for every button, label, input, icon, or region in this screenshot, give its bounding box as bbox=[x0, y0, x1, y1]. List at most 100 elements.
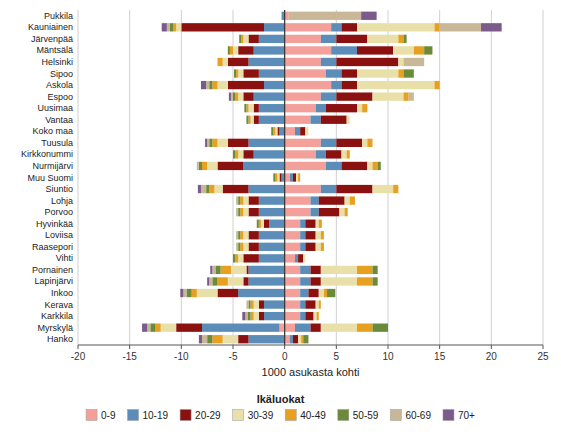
bar-segment bbox=[249, 231, 259, 239]
bar-segment bbox=[285, 196, 311, 204]
bar-segment bbox=[320, 300, 321, 308]
bar-segment bbox=[254, 46, 285, 54]
bar-segment bbox=[373, 324, 389, 332]
bar-segment bbox=[244, 104, 246, 112]
zero-line bbox=[284, 10, 285, 345]
legend-swatch bbox=[390, 410, 401, 421]
bar-segment bbox=[378, 162, 381, 170]
bar-segment bbox=[300, 173, 301, 181]
bar-segment bbox=[240, 208, 243, 216]
bar-segment bbox=[380, 162, 381, 170]
bar-segment bbox=[285, 266, 301, 274]
bar-segment bbox=[372, 139, 373, 147]
bar-segment bbox=[249, 185, 285, 193]
bar-segment bbox=[300, 173, 301, 181]
category-label: Myrskylä bbox=[38, 323, 74, 333]
bar-segment bbox=[229, 92, 231, 100]
bar-segment bbox=[273, 173, 275, 181]
bar-segment bbox=[335, 289, 336, 297]
bar-segment bbox=[336, 185, 372, 193]
bar-segment bbox=[259, 104, 285, 112]
bar-segment bbox=[414, 46, 424, 54]
legend-swatch bbox=[443, 410, 454, 421]
bar-segment bbox=[331, 23, 341, 31]
x-axis-label: 1000 asukasta kohti bbox=[262, 366, 360, 378]
bar-segment bbox=[349, 150, 350, 158]
bar-segment bbox=[238, 208, 240, 216]
bar-segment bbox=[254, 300, 259, 308]
bar-segment bbox=[254, 312, 259, 320]
bar-segment bbox=[285, 23, 332, 31]
bar-segment bbox=[320, 300, 321, 308]
bar-segment bbox=[316, 220, 319, 228]
bar-segment bbox=[238, 92, 243, 100]
legend-swatch bbox=[233, 410, 244, 421]
bar-segment bbox=[295, 127, 300, 135]
bar-segment bbox=[350, 196, 355, 204]
bar-segment bbox=[251, 300, 254, 308]
category-label: Nurmijärvi bbox=[33, 161, 74, 171]
bar-segment bbox=[406, 35, 407, 43]
bar-segment bbox=[230, 46, 233, 54]
bar-segment bbox=[249, 116, 251, 124]
bar-segment bbox=[316, 300, 319, 308]
bar-segment bbox=[218, 289, 239, 297]
bar-segment bbox=[305, 254, 306, 262]
legend-label: 70+ bbox=[458, 410, 475, 421]
bar-segment bbox=[319, 300, 321, 308]
bar-segment bbox=[285, 35, 321, 43]
bar-segment bbox=[271, 127, 273, 135]
bar-segment bbox=[376, 12, 377, 20]
legend-label: 20-29 bbox=[195, 410, 221, 421]
bar-segment bbox=[373, 92, 404, 100]
bar-segment bbox=[228, 58, 249, 66]
bar-segment bbox=[221, 266, 231, 274]
bar-segment bbox=[357, 104, 362, 112]
bar-segment bbox=[321, 139, 337, 147]
x-tick-label: -20 bbox=[71, 351, 86, 362]
bar-segment bbox=[300, 173, 301, 181]
legend-swatch bbox=[128, 410, 139, 421]
bar-segment bbox=[242, 312, 245, 320]
bar-segment bbox=[372, 139, 373, 147]
bar-segment bbox=[249, 243, 259, 251]
bar-segment bbox=[321, 277, 357, 285]
bar-segment bbox=[305, 254, 306, 262]
bar-segment bbox=[300, 243, 305, 251]
bar-segment bbox=[373, 266, 378, 274]
bar-segment bbox=[372, 139, 373, 147]
x-tick-label: 5 bbox=[334, 351, 340, 362]
bar-segment bbox=[207, 139, 209, 147]
bar-segment bbox=[285, 58, 321, 66]
bar-segment bbox=[424, 58, 425, 66]
bar-segment bbox=[205, 139, 207, 147]
bars bbox=[142, 12, 502, 344]
x-tick-label: 20 bbox=[486, 351, 498, 362]
legend-label: 0-9 bbox=[101, 410, 116, 421]
category-label: Sipoo bbox=[50, 69, 73, 79]
bar-segment bbox=[303, 335, 308, 343]
bar-segment bbox=[249, 277, 285, 285]
bar-segment bbox=[323, 243, 324, 251]
bar-segment bbox=[311, 324, 321, 332]
bar-segment bbox=[212, 335, 222, 343]
legend: Ikäluokat0-910-1920-2930-3940-4950-5960-… bbox=[86, 393, 475, 421]
bar-segment bbox=[481, 23, 502, 31]
bar-segment bbox=[264, 312, 285, 320]
bar-segment bbox=[236, 208, 238, 216]
bar-segment bbox=[223, 58, 228, 66]
bar-segment bbox=[207, 335, 212, 343]
x-axis: -20-15-10-50510152025 bbox=[71, 345, 549, 362]
bar-segment bbox=[275, 173, 277, 181]
bar-segment bbox=[212, 266, 215, 274]
bar-segment bbox=[323, 243, 324, 251]
bar-segment bbox=[259, 69, 285, 77]
bar-segment bbox=[357, 69, 398, 77]
bar-segment bbox=[296, 173, 298, 181]
bar-segment bbox=[285, 254, 295, 262]
bar-segment bbox=[305, 254, 306, 262]
category-label: Inkoo bbox=[51, 288, 73, 298]
bar-segment bbox=[238, 243, 240, 251]
bar-segment bbox=[300, 220, 305, 228]
bar-segment bbox=[377, 266, 378, 274]
